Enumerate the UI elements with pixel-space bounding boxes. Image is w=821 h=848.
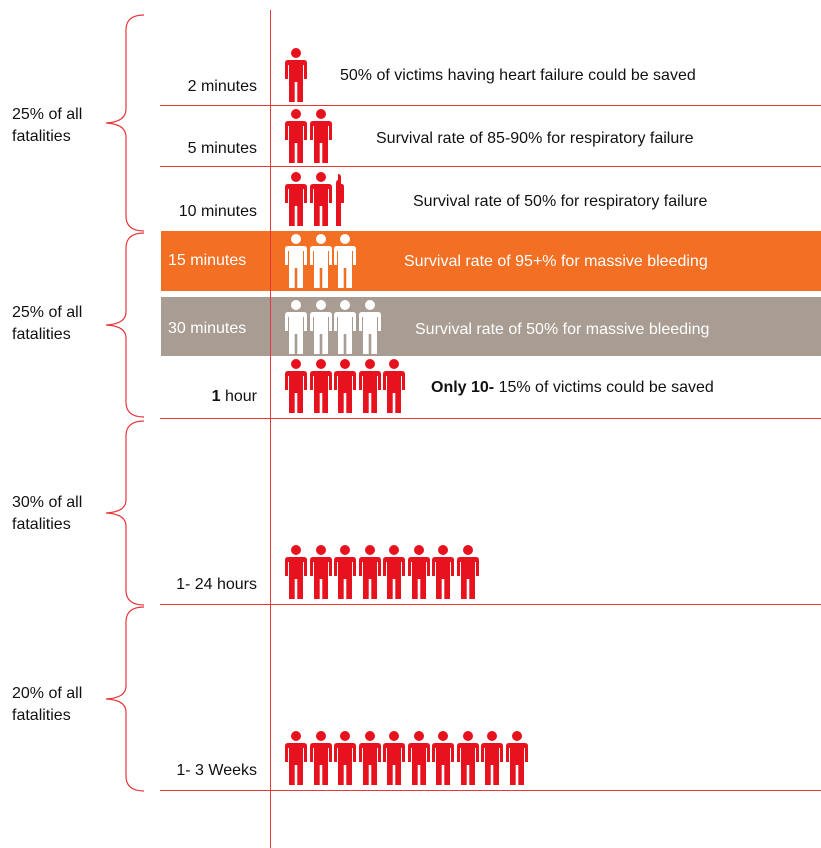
time-label: 2 minutes — [187, 78, 257, 95]
person-icon — [309, 731, 332, 785]
group-label: 25% of all fatalities — [12, 106, 83, 145]
row-divider — [160, 418, 821, 419]
person-icon — [505, 731, 528, 785]
person-icon — [456, 731, 479, 785]
person-icon — [334, 234, 356, 288]
time-label-bold: 1 — [211, 388, 221, 405]
person-icon — [481, 731, 503, 785]
person-icon — [334, 300, 356, 354]
row-description: Survival rate of 50% for respiratory fai… — [413, 193, 708, 210]
person-icon — [285, 545, 307, 599]
person-icon — [309, 172, 332, 226]
person-icon — [285, 234, 307, 288]
person-icon — [309, 109, 332, 163]
person-icon — [336, 174, 344, 226]
person-icon — [285, 172, 307, 226]
row-description-bold: Only 10- — [431, 379, 495, 396]
person-icon — [383, 545, 405, 599]
row-description: Survival rate of 85-90% for respiratory … — [376, 130, 694, 147]
person-icon — [285, 731, 307, 785]
person-icon — [358, 359, 381, 413]
time-label-rest: hour — [220, 388, 257, 405]
row-divider — [160, 105, 821, 106]
time-label: 5 minutes — [187, 140, 257, 157]
person-icon — [334, 731, 356, 785]
person-icon — [334, 545, 356, 599]
person-icon — [358, 545, 381, 599]
band-gray — [161, 297, 821, 356]
row-description: 50% of victims having heart failure coul… — [340, 67, 696, 84]
person-icon — [358, 300, 381, 354]
person-icon — [309, 545, 332, 599]
band-orange — [161, 231, 821, 291]
time-label: 15 minutes — [168, 252, 247, 269]
person-icon — [309, 300, 332, 354]
person-icon — [456, 545, 479, 599]
group-bracket — [105, 606, 145, 792]
time-label: 1- 24 hours — [176, 576, 257, 593]
person-icon — [358, 731, 381, 785]
group-label: 20% of all fatalities — [12, 685, 83, 724]
person-icon — [383, 359, 405, 413]
group-label: 25% of all fatalities — [12, 304, 83, 343]
group-bracket — [105, 420, 145, 606]
row-description: Survival rate of 50% for massive bleedin… — [415, 321, 710, 338]
row-divider — [160, 790, 821, 791]
time-label: 10 minutes — [178, 203, 257, 220]
person-icon — [334, 359, 356, 413]
person-icon — [285, 109, 307, 163]
group-label: 30% of all fatalities — [12, 494, 83, 533]
person-icon — [285, 300, 307, 354]
person-icon — [309, 234, 332, 288]
row-divider — [160, 166, 821, 167]
time-label: 1- 3 Weeks — [176, 762, 257, 779]
timeline-axis — [270, 10, 271, 848]
row-divider — [160, 604, 821, 605]
person-icon — [383, 731, 405, 785]
group-bracket — [105, 232, 145, 418]
person-icon — [432, 545, 454, 599]
row-description: Only 10- 15% of victims could be saved — [431, 379, 714, 397]
group-bracket — [105, 14, 145, 232]
person-icon — [309, 359, 332, 413]
time-label: 30 minutes — [168, 320, 247, 337]
row-description-rest: 15% of victims could be saved — [494, 379, 714, 396]
person-icon — [407, 731, 430, 785]
row-description: Survival rate of 95+% for massive bleedi… — [404, 253, 708, 270]
person-icon — [285, 359, 307, 413]
person-icon — [285, 48, 307, 102]
person-icon — [432, 731, 454, 785]
person-icon — [407, 545, 430, 599]
time-label: 1 hour — [160, 388, 257, 406]
